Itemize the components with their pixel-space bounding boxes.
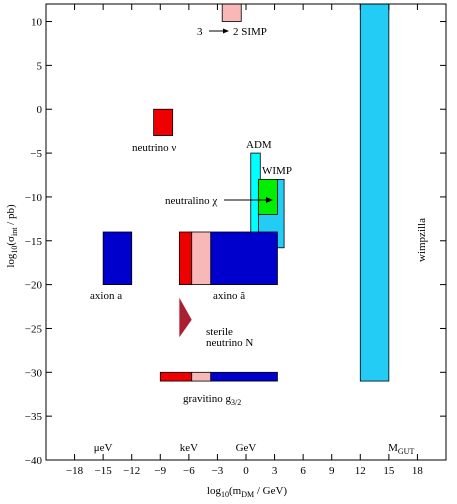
y-axis-title: log10(σint / pb) — [5, 204, 19, 268]
y-tick-label: 0 — [37, 104, 43, 116]
regions-layer — [102, 3, 390, 382]
x-axis-title: log10(mDM / GeV) — [207, 485, 288, 499]
x-tick-label: 6 — [300, 465, 306, 477]
y-tick-label: −40 — [25, 455, 43, 467]
neutrino-label: neutrino ν — [132, 142, 176, 154]
x-tick-label: −3 — [212, 465, 224, 477]
sterile-label-2: neutrino N — [206, 337, 253, 349]
region-neutrino — [153, 108, 174, 136]
x-tick-label: 15 — [383, 465, 395, 477]
x-tick-label: 18 — [412, 465, 424, 477]
neutralino-label: neutralino χ — [165, 195, 217, 207]
adm-label: ADM — [246, 139, 272, 151]
x-tick-label: −6 — [183, 465, 195, 477]
simp-arrow-head — [223, 28, 229, 34]
region-gravitino-g3-2-mixed — [191, 371, 212, 382]
y-tick-label: −25 — [25, 323, 43, 335]
neutralino-arrow-head — [266, 197, 273, 203]
gravitino-label-sub: 3/2 — [231, 398, 241, 407]
simp-label-2: 2 SIMP — [233, 26, 267, 38]
gravitino-label: gravitino g3/2 — [183, 393, 241, 407]
x-tick-label: −9 — [154, 465, 166, 477]
x-tick-label: −18 — [66, 465, 84, 477]
region-axino-cold — [210, 231, 278, 286]
y-tick-label: −20 — [25, 280, 43, 292]
x-tick-label: 9 — [329, 465, 335, 477]
axion-label: axion a — [90, 290, 122, 302]
y-tick-label: −35 — [25, 411, 43, 423]
y-tick-label: 10 — [31, 17, 43, 29]
region-3-2-simp — [221, 3, 242, 22]
axino-label: axino ã — [213, 290, 245, 302]
y-tick-label: 5 — [37, 60, 43, 72]
region-axino-warm — [178, 231, 193, 286]
x-tick-label: 0 — [243, 465, 249, 477]
wimp-label: WIMP — [262, 165, 292, 177]
scale-marker-kev: keV — [180, 442, 198, 454]
sterile-label-1: sterile — [206, 326, 233, 338]
wimpzilla-label: wimpzilla — [416, 218, 428, 262]
region-gravitino-g3-2-cold — [210, 371, 278, 382]
y-tick-label: −15 — [25, 236, 43, 248]
x-tick-label: −15 — [95, 465, 113, 477]
y-tick-label: −5 — [30, 148, 42, 160]
x-tick-label: 3 — [272, 465, 278, 477]
region-neutralino — [257, 178, 278, 215]
x-tick-label: 12 — [355, 465, 366, 477]
region-gravitino-g3-2-warm — [159, 371, 193, 382]
ticks-layer: −18 −15 −12 −9 −6 −3 0 3 6 9 12 15 181050−5−10−15−20… — [25, 4, 446, 477]
gravitino-label-main: gravitino g — [183, 393, 231, 405]
y-tick-label: −30 — [25, 367, 43, 379]
scale-marker-gev: GeV — [236, 442, 257, 454]
y-tick-label: −10 — [25, 192, 43, 204]
scale-marker-mgut: MGUT — [388, 442, 414, 456]
simp-label-3: 3 — [197, 26, 203, 38]
scale-marker-ev: μeV — [94, 442, 113, 454]
annotation-layer: 3 2 SIMP neutrino ν ADM WIMP neutralino … — [5, 26, 428, 499]
region-sterile-neutrino-n — [179, 297, 192, 338]
region-axion-a — [102, 231, 133, 286]
region-axino-mixed — [191, 231, 212, 286]
x-tick-label: −12 — [123, 465, 140, 477]
region-wimpzilla — [359, 3, 390, 382]
